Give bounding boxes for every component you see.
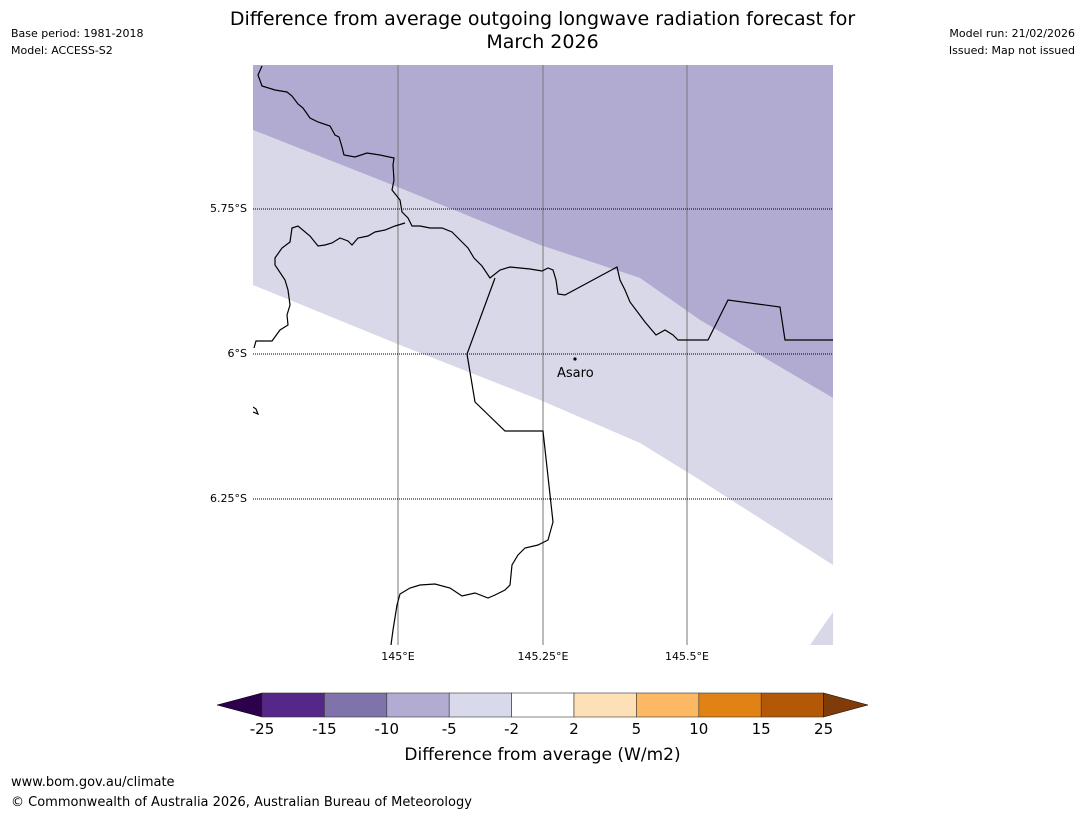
meridians [397, 65, 688, 645]
parallels [253, 208, 833, 500]
colorbar-tick-label: -15 [312, 720, 337, 738]
model-run: Model run: 21/02/2026 [949, 27, 1075, 40]
issued-status: Issued: Map not issued [948, 44, 1075, 57]
lat-label: 6°S [227, 347, 247, 360]
colorbar-tick-label: -5 [441, 720, 457, 738]
colorbar-tick-label: 2 [569, 720, 579, 738]
lon-label: 145.5°E [665, 650, 709, 663]
lat-label: 5.75°S [210, 202, 247, 215]
title-line-1: Difference from average outgoing longwav… [229, 8, 856, 30]
colorbar-tick-label: -2 [504, 720, 520, 738]
borders [253, 65, 833, 645]
lon-label: 145.25°E [517, 650, 569, 663]
footer-url[interactable]: www.bom.gov.au/climate [11, 775, 175, 790]
colorbar-label: Difference from average (W/m2) [404, 745, 681, 765]
colorbar-tick-label: 25 [814, 720, 834, 738]
colorbar-tick-label: 10 [689, 720, 709, 738]
lon-label: 145°E [381, 650, 415, 663]
colorbar-tick-label: 5 [631, 720, 642, 738]
asaro-marker [573, 357, 577, 361]
place-label-asaro: Asaro [557, 366, 594, 381]
model-name: Model: ACCESS-S2 [11, 44, 113, 57]
footer-copyright: © Commonwealth of Australia 2026, Austra… [11, 795, 472, 810]
band-minus5-minus2-corner [810, 612, 833, 645]
title-line-2: March 2026 [486, 31, 599, 53]
colorbar-tick-label: -10 [374, 720, 400, 738]
map-title: Difference from average outgoing longwav… [180, 8, 905, 54]
base-period: Base period: 1981-2018 [11, 27, 144, 40]
colorbar-tick-label: -25 [249, 720, 275, 738]
lat-label: 6.25°S [210, 492, 247, 505]
colorbar-tick-label: 15 [751, 720, 771, 738]
